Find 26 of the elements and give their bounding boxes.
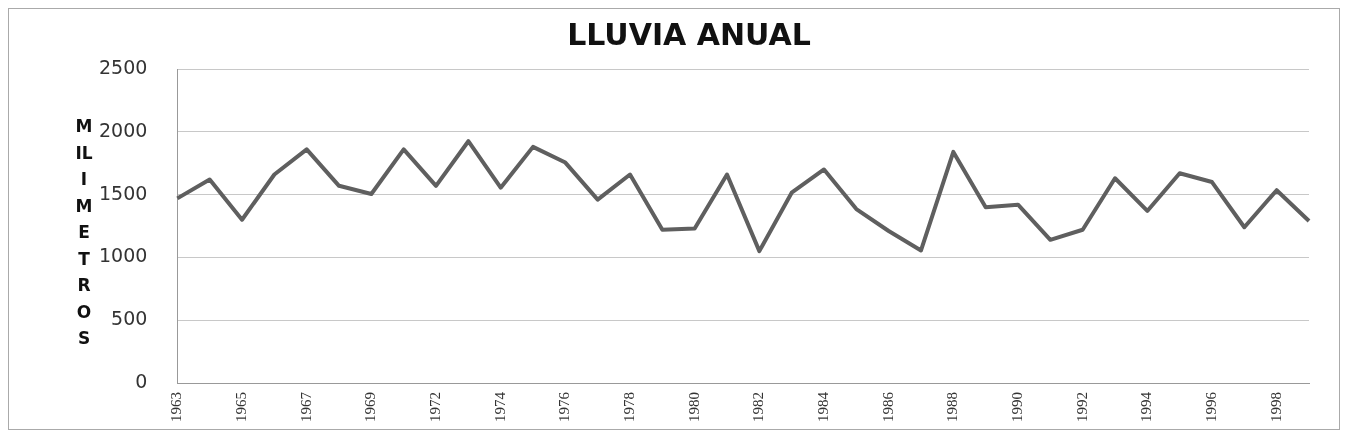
x-tick-label: 1972 [426, 392, 443, 422]
x-tick-label: 1984 [814, 391, 831, 422]
x-tick-label: 1986 [879, 391, 896, 422]
y-tick-label: 2000 [98, 118, 148, 141]
text: MILIMETROS [75, 116, 93, 348]
x-tick-label: 1974 [491, 391, 508, 422]
x-tick-label: 1963 [168, 392, 185, 422]
x-tick-label: 1976 [556, 391, 573, 422]
x-tick-label: 1992 [1073, 392, 1090, 422]
y-tick-label: 0 [135, 369, 148, 392]
x-tick-label: 1965 [232, 392, 249, 422]
x-tick-label: 1978 [620, 392, 637, 422]
chart-title: LLUVIA ANUAL [567, 16, 811, 52]
x-tick-label: 1982 [750, 392, 767, 422]
y-tick-label: 1000 [98, 244, 148, 267]
x-tick-label: 1980 [685, 392, 702, 422]
x-tick-label: 1967 [297, 391, 314, 422]
x-tick-label: 1990 [1008, 392, 1025, 422]
y-tick-label: 2500 [98, 55, 148, 78]
x-tick-label: 1998 [1267, 392, 1284, 422]
x-tick-label: 1988 [944, 392, 961, 422]
x-tick-label: 1996 [1202, 391, 1219, 422]
y-tick-label: 500 [111, 307, 148, 330]
x-tick-label: 1994 [1138, 391, 1155, 422]
x-tick-label: 1969 [362, 392, 379, 422]
y-tick-label: 1500 [98, 181, 148, 204]
